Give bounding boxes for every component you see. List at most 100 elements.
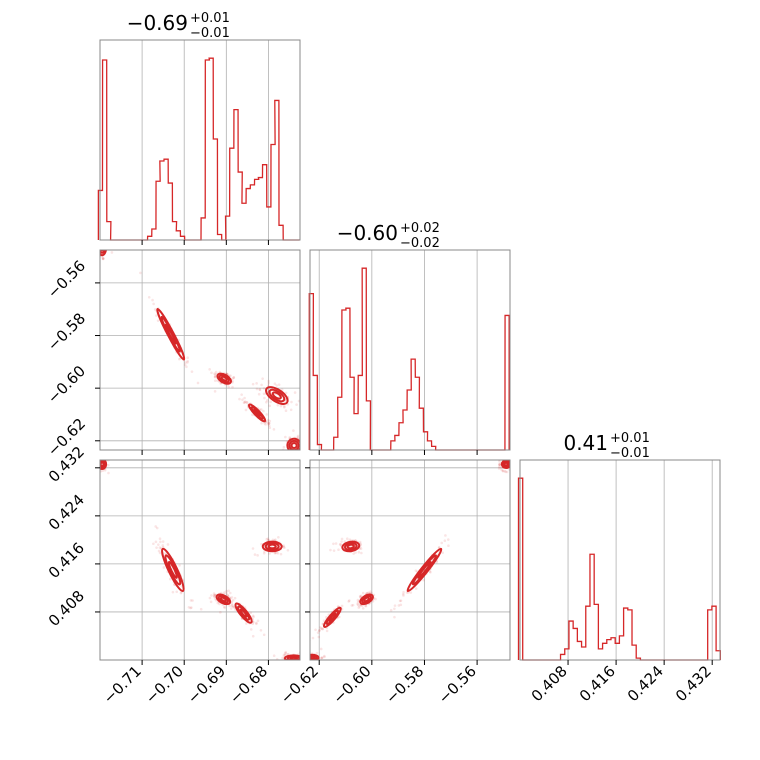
sample-point <box>231 385 234 389</box>
sample-point <box>110 251 114 254</box>
sample-point <box>233 596 237 600</box>
sample-point <box>356 601 360 604</box>
sample-point <box>447 544 450 548</box>
sample-point <box>498 463 501 466</box>
sample-point <box>96 457 99 460</box>
contour-p1p3-0-2 <box>100 460 108 471</box>
sample-point <box>245 401 249 404</box>
sample-point <box>251 413 254 417</box>
scatter-p1-p2 <box>96 235 312 454</box>
sample-point <box>517 461 520 464</box>
contour-p1p2-3-2 <box>247 403 267 423</box>
sample-point <box>107 471 110 475</box>
sample-point <box>284 391 288 395</box>
contour-p1p2-5-2 <box>286 437 300 450</box>
sample-point <box>260 383 263 387</box>
sample-point <box>393 607 396 611</box>
sample-point <box>361 591 365 595</box>
title-median-p3: 0.41 <box>563 431 608 455</box>
sample-point <box>283 652 287 656</box>
sample-point <box>158 551 162 555</box>
sample-point <box>230 596 234 599</box>
sample-point <box>213 593 217 597</box>
sample-point <box>258 388 262 392</box>
sample-point <box>267 381 270 385</box>
sample-point <box>302 654 305 657</box>
contour-p2p3-2-1 <box>343 542 358 551</box>
sample-point <box>414 569 418 572</box>
sample-point <box>340 604 344 608</box>
sample-point <box>245 622 248 625</box>
sample-point <box>252 615 255 619</box>
sample-point <box>100 235 103 238</box>
sample-point <box>498 460 501 463</box>
sample-point <box>503 469 507 473</box>
sample-point <box>267 422 271 425</box>
sample-point <box>276 551 280 555</box>
tick-label-x-p3-2: 0.424 <box>624 662 667 705</box>
contour-p1p3-2-1 <box>217 595 230 604</box>
sample-point <box>214 370 218 374</box>
sample-point <box>302 653 305 656</box>
sample-point <box>99 241 102 244</box>
contour-p1p2-2-1 <box>218 374 230 384</box>
contour-p2p3-4-0 <box>417 560 432 579</box>
sample-point <box>441 551 444 555</box>
sample-point <box>98 455 101 458</box>
sample-point <box>223 605 226 609</box>
scatter-p1-p3 <box>96 455 308 660</box>
sample-point <box>98 456 101 459</box>
sample-point <box>334 542 338 545</box>
contour-p2p3-3-0 <box>363 596 370 603</box>
sample-point <box>213 372 216 376</box>
sample-point <box>304 449 307 452</box>
sample-point <box>169 577 172 581</box>
sample-point <box>102 247 105 250</box>
sample-point <box>359 594 363 598</box>
joint-frame-p1-p3 <box>99 459 301 661</box>
contour-p2p3-2-2 <box>341 540 361 553</box>
sample-point <box>262 387 266 390</box>
sample-point <box>268 552 271 555</box>
sample-point <box>186 356 190 360</box>
sample-point <box>306 658 309 661</box>
sample-point <box>255 621 258 625</box>
sample-point <box>154 540 158 544</box>
sample-point <box>103 468 107 472</box>
sample-point <box>325 629 329 633</box>
sample-point <box>332 542 335 546</box>
sample-point <box>321 627 324 631</box>
sample-point <box>251 634 255 638</box>
sample-point <box>300 657 303 660</box>
sample-point <box>296 436 300 440</box>
sample-point <box>301 450 304 453</box>
sample-point <box>103 457 106 460</box>
sample-point <box>190 606 193 609</box>
sample-point <box>251 622 255 626</box>
sample-point <box>309 451 312 454</box>
sample-point <box>271 538 275 542</box>
sample-point <box>209 600 213 604</box>
contour-p1p2-4-0 <box>271 391 282 400</box>
tick-label-y-p3-1: 0.416 <box>45 539 88 582</box>
contour-p2p3-4-1 <box>411 554 438 586</box>
sample-point <box>242 401 246 405</box>
sample-point <box>100 240 103 243</box>
sample-point <box>414 587 418 590</box>
sample-point <box>216 601 220 605</box>
sample-point <box>99 244 102 247</box>
sample-point <box>96 243 99 246</box>
sample-point <box>249 611 253 615</box>
sample-point <box>305 657 308 660</box>
contour-p2p3-1-2 <box>322 606 342 628</box>
sample-point <box>402 594 405 597</box>
sample-point <box>284 651 288 655</box>
contour-p1p2-4-2 <box>265 386 289 405</box>
sample-point <box>256 554 259 557</box>
sample-point <box>357 606 361 609</box>
sample-point <box>268 426 272 429</box>
sample-point <box>241 398 244 401</box>
sample-point <box>323 654 326 658</box>
sample-point <box>184 361 187 364</box>
sample-point <box>266 418 270 422</box>
